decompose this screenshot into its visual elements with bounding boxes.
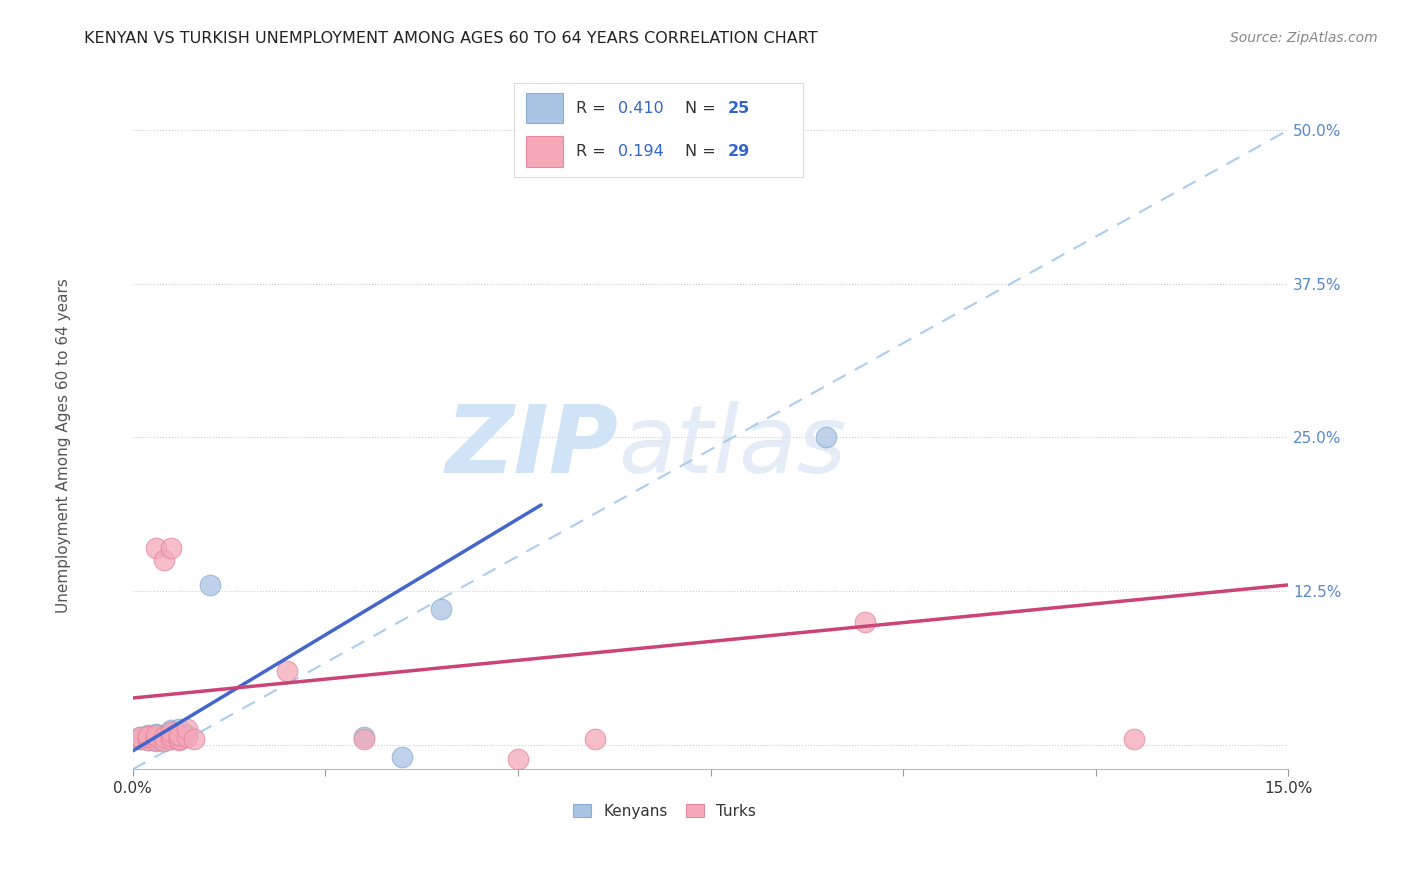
Point <box>152 732 174 747</box>
Point <box>160 729 183 743</box>
Point <box>583 731 606 746</box>
Point <box>145 734 167 748</box>
Text: atlas: atlas <box>619 401 846 492</box>
Text: Unemployment Among Ages 60 to 64 years: Unemployment Among Ages 60 to 64 years <box>56 278 70 614</box>
Legend: Kenyans, Turks: Kenyans, Turks <box>567 797 762 825</box>
Point <box>353 731 375 745</box>
Point <box>815 430 838 444</box>
Point <box>145 731 167 746</box>
Point <box>145 732 167 747</box>
Point <box>853 615 876 629</box>
Point <box>145 726 167 740</box>
Point <box>129 731 152 745</box>
Text: ZIP: ZIP <box>446 401 619 493</box>
Point <box>160 731 183 746</box>
Point <box>136 729 159 743</box>
Point <box>167 731 190 746</box>
Point <box>136 731 159 745</box>
Point <box>136 732 159 747</box>
Point <box>145 729 167 743</box>
Point <box>167 722 190 736</box>
Point <box>167 729 190 743</box>
Point <box>176 728 198 742</box>
Point <box>183 731 205 746</box>
Point <box>136 728 159 742</box>
Point <box>167 726 190 740</box>
Point <box>176 731 198 745</box>
Point <box>276 664 298 678</box>
Point <box>160 731 183 746</box>
Point <box>136 732 159 747</box>
Point <box>152 728 174 742</box>
Point <box>198 578 221 592</box>
Point <box>145 541 167 555</box>
Text: Source: ZipAtlas.com: Source: ZipAtlas.com <box>1230 31 1378 45</box>
Point <box>145 728 167 742</box>
Point <box>160 729 183 743</box>
Point <box>129 731 152 745</box>
Point <box>160 723 183 737</box>
Point <box>176 722 198 736</box>
Point <box>391 750 413 764</box>
Point <box>167 732 190 747</box>
Point <box>152 734 174 748</box>
Point <box>136 731 159 745</box>
Point <box>167 728 190 742</box>
Point <box>129 731 152 746</box>
Point <box>506 752 529 766</box>
Point <box>145 731 167 745</box>
Point <box>430 602 453 616</box>
Point <box>152 731 174 745</box>
Point <box>1123 731 1146 746</box>
Point <box>160 541 183 555</box>
Point <box>152 731 174 745</box>
Point <box>353 731 375 746</box>
Point <box>129 731 152 746</box>
Point <box>160 725 183 739</box>
Text: KENYAN VS TURKISH UNEMPLOYMENT AMONG AGES 60 TO 64 YEARS CORRELATION CHART: KENYAN VS TURKISH UNEMPLOYMENT AMONG AGE… <box>84 31 818 46</box>
Point <box>167 731 190 745</box>
Point <box>160 725 183 739</box>
Point <box>152 553 174 567</box>
